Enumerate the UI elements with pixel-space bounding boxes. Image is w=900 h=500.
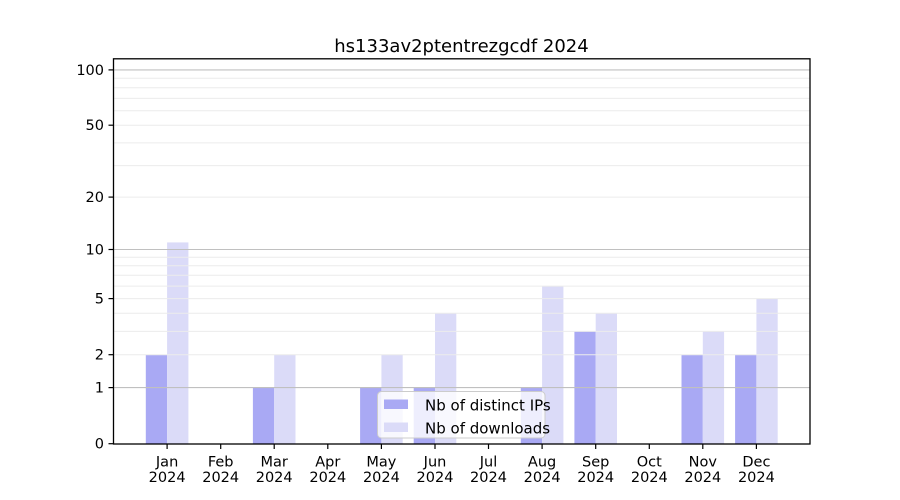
y-tick-label-100: 100 (76, 63, 104, 79)
chart-title: hs133av2ptentrezgcdf 2024 (334, 36, 588, 57)
y-tick-label-5: 5 (95, 292, 104, 308)
x-tick-label-year-nov: 2024 (684, 470, 721, 486)
legend-swatch-distinct-ips-icon (384, 399, 408, 409)
y-tick-label-0: 0 (95, 437, 104, 453)
legend-label-distinct-ips: Nb of distinct IPs (425, 397, 551, 415)
x-tick-label-year-oct: 2024 (631, 470, 668, 486)
x-tick-label-month-oct: Oct (637, 455, 662, 471)
legend: Nb of distinct IPs Nb of downloads (377, 391, 551, 439)
legend-swatch-downloads-icon (384, 422, 408, 432)
x-tick-label-month-jun: Jun (423, 455, 447, 471)
y-tick-label-20: 20 (86, 190, 104, 206)
bar-distinct-ips-mar (252, 387, 275, 444)
bar-distinct-ips-jan (145, 354, 168, 444)
x-tick-label-month-nov: Nov (689, 455, 718, 471)
x-tick-label-month-sep: Sep (582, 455, 609, 471)
x-tick-label-year-jun: 2024 (417, 470, 454, 486)
bar-downloads-jan (167, 242, 189, 444)
y-tick-labels-group: 0 1 2 5 10 20 50 100 (76, 63, 104, 453)
x-tick-label-year-sep: 2024 (577, 470, 614, 486)
gridlines-group (114, 69, 810, 389)
x-tick-label-year-jul: 2024 (470, 470, 507, 486)
y-tick-label-1: 1 (95, 381, 104, 397)
x-tick-label-month-feb: Feb (208, 455, 234, 471)
bar-downloads-mar (274, 354, 296, 444)
x-tick-label-month-may: May (366, 455, 396, 471)
bar-downloads-sep (595, 313, 617, 444)
bar-downloads-aug (542, 286, 564, 444)
x-tick-label-month-aug: Aug (528, 455, 556, 471)
bar-distinct-ips-may (360, 387, 382, 444)
x-tick-label-year-aug: 2024 (524, 470, 561, 486)
x-tick-label-month-jul: Jul (479, 455, 498, 471)
x-tick-label-year-feb: 2024 (202, 470, 239, 486)
x-tick-label-month-apr: Apr (315, 455, 340, 471)
plot-border (112, 58, 811, 445)
bar-downloads-dec (756, 298, 778, 444)
x-tick-label-year-jan: 2024 (149, 470, 186, 486)
x-tick-label-month-jan: Jan (155, 455, 178, 471)
x-tick-label-year-may: 2024 (363, 470, 400, 486)
bar-distinct-ips-nov (681, 354, 703, 444)
y-tick-label-10: 10 (86, 243, 104, 259)
legend-box (377, 391, 546, 439)
x-tick-label-month-dec: Dec (742, 455, 770, 471)
x-tick-label-year-apr: 2024 (309, 470, 346, 486)
x-tick-label-year-mar: 2024 (256, 470, 293, 486)
y-tick-label-2: 2 (95, 348, 104, 364)
x-tick-label-year-dec: 2024 (738, 470, 775, 486)
x-tick-label-month-mar: Mar (261, 455, 288, 471)
legend-label-downloads: Nb of downloads (425, 420, 550, 438)
x-tick-labels-group: Jan2024Feb2024Mar2024Apr2024May2024Jun20… (149, 455, 775, 487)
y-tick-label-50: 50 (86, 118, 104, 134)
axis-ticks-group (108, 69, 758, 449)
bar-distinct-ips-dec (735, 354, 757, 444)
